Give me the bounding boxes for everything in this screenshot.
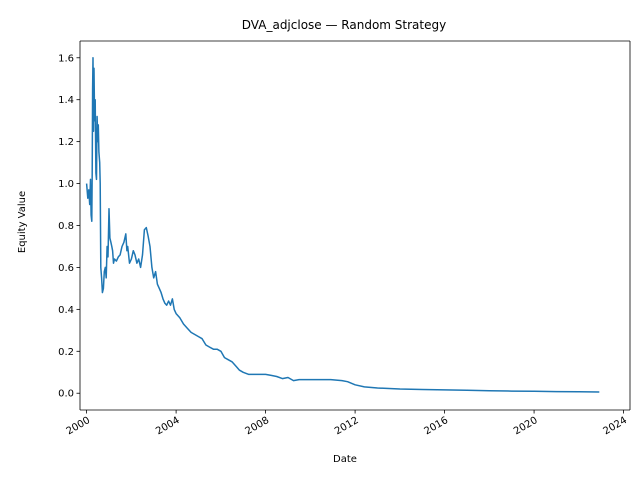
y-tick-label: 0.4 — [58, 305, 74, 316]
y-tick-label: 1.6 — [58, 53, 74, 64]
y-tick-label: 0.6 — [58, 263, 74, 274]
y-tick-label: 0.8 — [58, 221, 74, 232]
plot-area — [80, 41, 640, 410]
x-axis-label: Date — [333, 454, 357, 465]
y-tick-label: 1.4 — [58, 95, 74, 106]
y-tick-label: 1.2 — [58, 137, 74, 148]
equity-line — [85, 57, 600, 393]
y-axis-label: Equity Value — [17, 191, 28, 253]
y-tick-label: 0.2 — [58, 347, 74, 358]
y-ticks: 0.0 0.2 0.4 0.6 0.8 1.0 1.2 1.4 1.6 — [58, 53, 80, 400]
axes-frame — [79, 40, 631, 411]
chart-title: DVA_adjclose — Random Strategy — [242, 18, 446, 32]
y-tick-label: 1.0 — [58, 179, 74, 190]
y-tick-label: 0.0 — [58, 389, 74, 400]
